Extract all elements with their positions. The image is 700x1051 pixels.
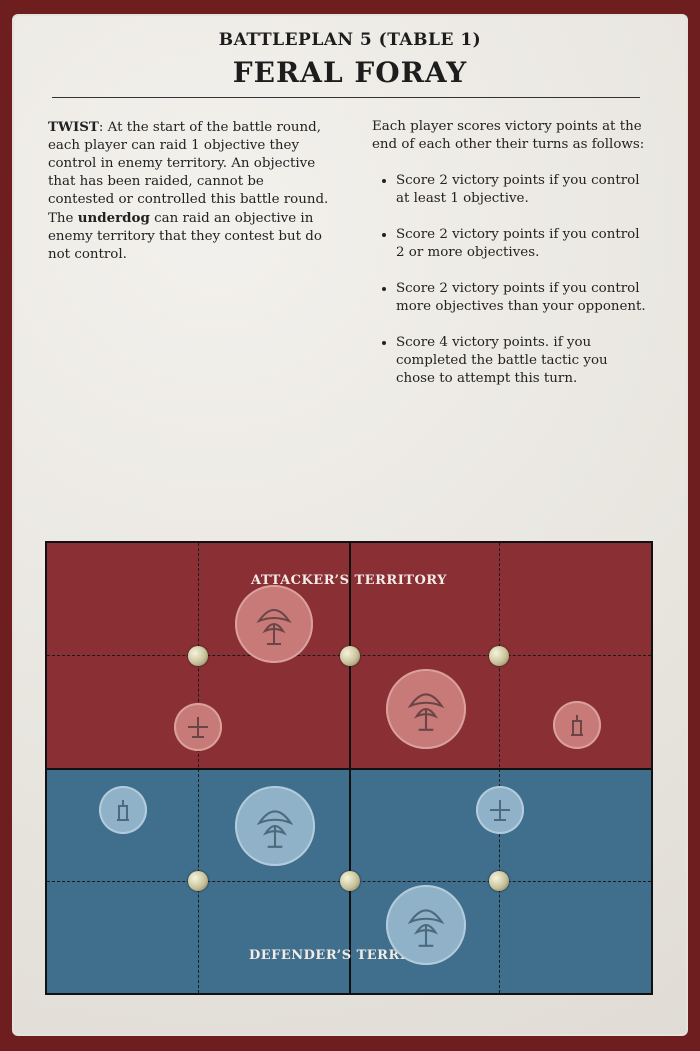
twist-label: TWIST	[48, 119, 99, 135]
objective-marker	[188, 646, 208, 666]
territory-divider	[47, 768, 651, 770]
scoring-item: Score 2 victory points if you control mo…	[396, 280, 650, 316]
scoring-list: Score 2 victory points if you control at…	[372, 172, 650, 388]
scoring-item: Score 4 victory points. if you completed…	[396, 334, 650, 388]
page-title: FERAL FORAY	[232, 56, 468, 89]
scoring-intro: Each player scores victory points at the…	[372, 119, 645, 152]
twist-text-1: : At the start of the battle round, each…	[48, 120, 329, 226]
battleplan-subtitle: BATTLEPLAN 5 (TABLE 1)	[218, 30, 482, 50]
tree-icon	[235, 585, 313, 663]
tree-icon	[386, 669, 466, 749]
tree-icon	[235, 786, 315, 866]
objective-marker	[489, 871, 509, 891]
objective-marker	[340, 646, 360, 666]
scoring-item: Score 2 victory points if you control 2 …	[396, 226, 650, 262]
title-divider	[52, 97, 640, 98]
twist-text-2: can raid an objective in enemy territory…	[48, 211, 322, 262]
ruin-icon	[476, 786, 524, 834]
defender-territory-label: DEFENDER’S TERRITORY	[248, 948, 450, 963]
statue-icon	[99, 786, 147, 834]
scoring-item: Score 2 victory points if you control at…	[396, 172, 650, 208]
tree-icon	[386, 885, 466, 965]
underdog-term: underdog	[77, 210, 150, 226]
objective-marker	[340, 871, 360, 891]
objective-marker	[489, 646, 509, 666]
scoring-rules: Each player scores victory points at the…	[372, 118, 650, 406]
objective-marker	[188, 871, 208, 891]
twist-rules: TWIST: At the start of the battle round,…	[48, 118, 332, 264]
ruin-icon	[174, 703, 222, 751]
statue-icon	[553, 701, 601, 749]
battlefield-map: ATTACKER’S TERRITORY DEFENDER’S TERRITOR…	[45, 541, 653, 995]
attacker-territory-label: ATTACKER’S TERRITORY	[251, 573, 447, 588]
